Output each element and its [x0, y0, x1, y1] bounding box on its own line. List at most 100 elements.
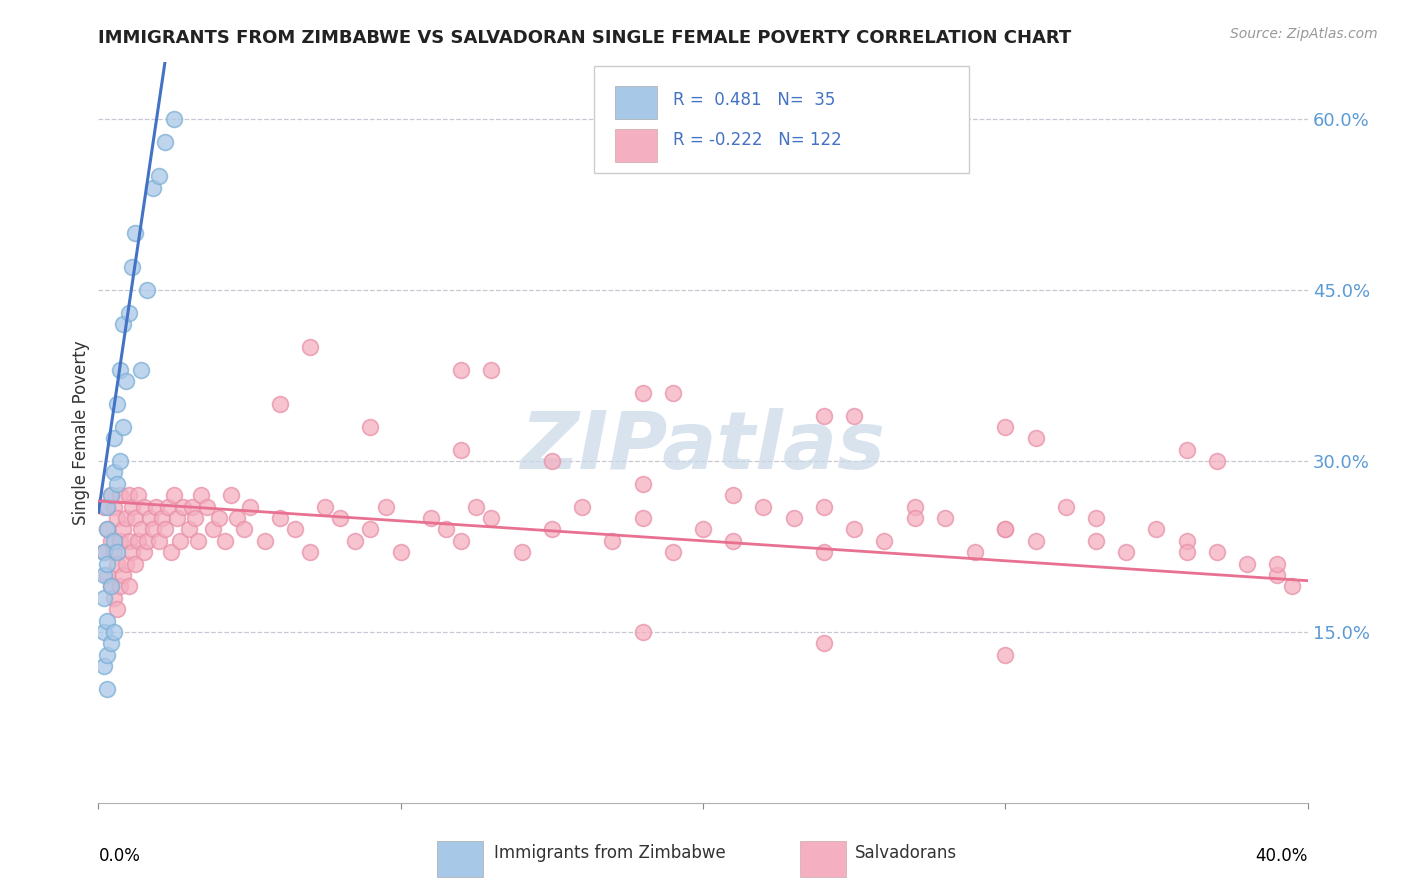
Point [118, 579, 141, 593]
Point [450, 442, 472, 457]
Point [184, 511, 207, 525]
Point [108, 363, 131, 377]
Point [269, 511, 291, 525]
Point [813, 636, 835, 650]
Point [124, 557, 146, 571]
Point [96, 614, 118, 628]
Point [752, 500, 775, 514]
Point [221, 488, 243, 502]
Point [105, 397, 128, 411]
Point [1175, 533, 1198, 548]
Point [96, 500, 118, 514]
Point [202, 523, 225, 537]
Point [145, 500, 167, 514]
Point [187, 533, 209, 548]
Point [661, 385, 683, 400]
Point [631, 385, 654, 400]
Point [1175, 545, 1198, 559]
Point [873, 533, 896, 548]
Point [540, 523, 562, 537]
Point [105, 476, 128, 491]
Point [1236, 557, 1258, 571]
Text: Source: ZipAtlas.com: Source: ZipAtlas.com [1230, 27, 1378, 41]
Point [108, 533, 131, 548]
Point [208, 511, 231, 525]
Point [195, 500, 218, 514]
Point [994, 648, 1017, 662]
Point [111, 420, 134, 434]
Point [124, 511, 146, 525]
Point [153, 523, 176, 537]
Point [142, 180, 165, 194]
Point [135, 283, 157, 297]
Text: 40.0%: 40.0% [1256, 847, 1308, 865]
Point [105, 545, 128, 559]
Point [1054, 500, 1077, 514]
Point [132, 500, 155, 514]
Point [1267, 568, 1289, 582]
Point [96, 523, 118, 537]
Point [481, 511, 503, 525]
Point [420, 511, 443, 525]
Text: 0.0%: 0.0% [98, 847, 141, 865]
Point [111, 318, 134, 332]
Point [100, 488, 122, 502]
Point [232, 523, 254, 537]
Point [103, 431, 125, 445]
Point [108, 579, 131, 593]
Point [93, 545, 115, 559]
Point [114, 511, 136, 525]
Point [103, 545, 125, 559]
Point [172, 500, 194, 514]
Point [434, 523, 457, 537]
Point [1206, 545, 1229, 559]
Point [1085, 533, 1108, 548]
Point [813, 409, 835, 423]
Point [127, 488, 149, 502]
Point [96, 568, 118, 582]
Point [179, 523, 201, 537]
FancyBboxPatch shape [437, 841, 482, 877]
Point [121, 260, 143, 275]
Point [142, 523, 165, 537]
Point [114, 375, 136, 389]
Point [450, 363, 472, 377]
Text: R = -0.222   N= 122: R = -0.222 N= 122 [672, 131, 842, 149]
Point [100, 579, 122, 593]
Point [108, 488, 131, 502]
Point [132, 545, 155, 559]
Y-axis label: Single Female Poverty: Single Female Poverty [72, 341, 90, 524]
Point [813, 500, 835, 514]
Point [129, 523, 152, 537]
FancyBboxPatch shape [614, 87, 657, 120]
Point [190, 488, 212, 502]
Point [214, 533, 236, 548]
Point [1206, 454, 1229, 468]
Point [156, 500, 179, 514]
FancyBboxPatch shape [595, 66, 969, 173]
Point [118, 533, 141, 548]
Point [121, 545, 143, 559]
Point [163, 112, 186, 127]
Point [299, 340, 322, 354]
FancyBboxPatch shape [800, 841, 845, 877]
Point [965, 545, 987, 559]
Point [314, 500, 336, 514]
Point [602, 533, 624, 548]
Point [127, 533, 149, 548]
Point [118, 488, 141, 502]
Point [103, 624, 125, 639]
Point [100, 636, 122, 650]
Point [994, 523, 1017, 537]
Point [450, 533, 472, 548]
Point [96, 523, 118, 537]
Point [103, 591, 125, 605]
Point [329, 511, 352, 525]
Point [692, 523, 714, 537]
Point [166, 511, 188, 525]
Point [105, 557, 128, 571]
Point [100, 533, 122, 548]
Text: IMMIGRANTS FROM ZIMBABWE VS SALVADORAN SINGLE FEMALE POVERTY CORRELATION CHART: IMMIGRANTS FROM ZIMBABWE VS SALVADORAN S… [98, 29, 1071, 47]
Point [100, 488, 122, 502]
Point [121, 500, 143, 514]
